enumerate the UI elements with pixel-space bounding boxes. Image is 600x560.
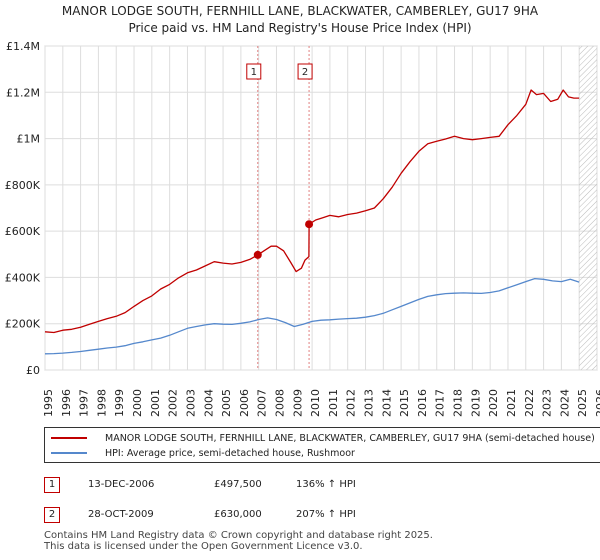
x-tick-label: 2017 — [434, 389, 447, 417]
footer-line-1: Contains HM Land Registry data © Crown c… — [44, 530, 433, 541]
sale-badge: 2 — [44, 507, 60, 523]
x-tick-label: 2008 — [273, 389, 286, 417]
x-tick-label: 2012 — [345, 389, 358, 417]
x-tick-label: 2006 — [238, 389, 251, 417]
legend-item-property: MANOR LODGE SOUTH, FERNHILL LANE, BLACKW… — [51, 431, 595, 445]
legend-label-property: MANOR LODGE SOUTH, FERNHILL LANE, BLACKW… — [105, 432, 595, 444]
grid-lines — [44, 45, 598, 371]
sale-label-text: 1 — [251, 67, 257, 78]
sale-date: 28-OCT-2009 — [88, 509, 154, 520]
y-tick-label: £400K — [5, 271, 41, 284]
x-tick-label: 2022 — [523, 389, 536, 417]
x-tick-label: 1997 — [78, 389, 91, 417]
x-tick-label: 2009 — [291, 389, 304, 417]
hpi-line — [44, 277, 580, 355]
chart-subtitle: Price paid vs. HM Land Registry's House … — [128, 21, 472, 35]
x-tick-label: 2011 — [327, 389, 340, 417]
x-tick-label: 2002 — [167, 389, 180, 417]
x-tick-label: 2015 — [398, 389, 411, 417]
plot-area — [44, 45, 598, 371]
x-tick-label: 2000 — [131, 389, 144, 417]
x-tick-label: 2018 — [452, 389, 465, 417]
y-tick-label: £1.2M — [6, 86, 40, 99]
sale-price: £497,500 — [214, 479, 262, 490]
plot-background — [44, 45, 598, 371]
x-tick-label: 2023 — [541, 389, 554, 417]
legend-swatch-property — [51, 437, 87, 439]
x-tick-label: 2024 — [558, 389, 571, 417]
y-tick-label: £1.4M — [6, 40, 40, 53]
x-tick-label: 2016 — [416, 389, 429, 417]
x-tick-label: 2003 — [184, 389, 197, 417]
sale-marker-lines — [257, 46, 310, 370]
x-tick-label: 2010 — [309, 389, 322, 417]
x-tick-label: 2014 — [380, 389, 393, 417]
x-tick-label: 2005 — [220, 389, 233, 417]
x-tick-label: 2020 — [487, 389, 500, 417]
sale-hpi: 207% ↑ HPI — [296, 509, 356, 520]
sale-price: £630,000 — [214, 509, 262, 520]
y-tick-label: £0 — [26, 364, 40, 377]
sale-label-text: 2 — [302, 67, 308, 78]
sale-badge: 1 — [44, 477, 60, 493]
x-tick-label: 2013 — [363, 389, 376, 417]
x-tick-label: 2019 — [469, 389, 482, 417]
x-tick-label: 2007 — [256, 389, 269, 417]
x-tick-label: 1996 — [60, 389, 73, 417]
footer: Contains HM Land Registry data © Crown c… — [44, 530, 433, 552]
y-tick-label: £200K — [5, 318, 41, 331]
sale-hpi: 136% ↑ HPI — [296, 479, 356, 490]
legend-swatch-hpi — [51, 452, 87, 454]
y-tick-label: £1M — [17, 133, 41, 146]
legend-label-hpi: HPI: Average price, semi-detached house,… — [105, 447, 355, 459]
x-tick-label: 1998 — [95, 389, 108, 417]
forecast-shade — [579, 46, 597, 370]
legend: MANOR LODGE SOUTH, FERNHILL LANE, BLACKW… — [44, 427, 600, 463]
sale-label-box — [246, 63, 262, 80]
x-tick-label: 2025 — [576, 389, 589, 417]
table-row: 2 28-OCT-2009 £630,000 207% ↑ HPI — [44, 504, 600, 526]
x-tick-label: 1999 — [113, 389, 126, 417]
price-chart: £0 £200K £400K £600K £800K £1M £1.2M £1.4M 1995… — [5, 40, 600, 417]
sale-label-box — [297, 63, 313, 80]
transactions-table: 1 13-DEC-2006 £497,500 136% ↑ HPI 2 28-O… — [44, 474, 600, 534]
footer-line-2: This data is licensed under the Open Gov… — [44, 541, 363, 552]
sale-point — [305, 220, 314, 229]
x-axis-ticks: 1995 1996 1997 1998 1999 2000 2001 2002 2003 2004… — [42, 389, 600, 417]
y-tick-label: £600K — [5, 225, 41, 238]
sale-point — [253, 250, 262, 259]
sale-points — [253, 220, 314, 259]
legend-item-hpi: HPI: Average price, semi-detached house,… — [51, 446, 355, 460]
x-tick-label: 1995 — [42, 389, 55, 417]
sale-date: 13-DEC-2006 — [88, 479, 155, 490]
x-tick-label: 2021 — [505, 389, 518, 417]
table-row: 1 13-DEC-2006 £497,500 136% ↑ HPI — [44, 474, 600, 496]
x-tick-label: 2001 — [149, 389, 162, 417]
chart-title: MANOR LODGE SOUTH, FERNHILL LANE, BLACKW… — [61, 4, 539, 18]
y-tick-label: £800K — [5, 179, 41, 192]
forecast-region — [579, 46, 597, 370]
y-axis-ticks: £0 £200K £400K £600K £800K £1M £1.2M £1.4M — [5, 40, 41, 377]
x-tick-label: 2004 — [202, 389, 215, 417]
x-tick-label: 2026 — [594, 389, 600, 417]
